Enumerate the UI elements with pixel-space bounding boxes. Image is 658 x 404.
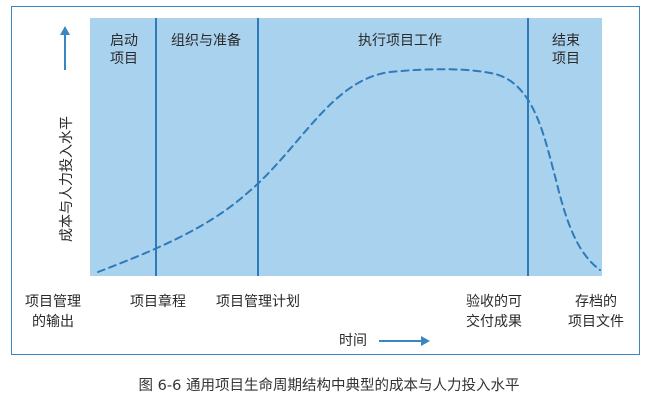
phase-divider-2 (257, 18, 259, 276)
x-axis-label: 时间 (339, 333, 367, 349)
figure-frame (11, 6, 640, 355)
y-axis-arrow-line (64, 30, 66, 70)
milestone-accepted-deliverables: 验收的可 交付成果 (466, 294, 522, 330)
milestone-pm-output: 项目管理 的输出 (25, 294, 81, 330)
phase-area (90, 18, 602, 276)
x-axis-arrow-line (379, 340, 423, 342)
phase-label-close: 结束 项目 (552, 33, 580, 67)
phase-label-execute: 执行项目工作 (358, 33, 442, 49)
figure-caption: 图 6-6 通用项目生命周期结构中典型的成本与人力投入水平 (138, 378, 520, 394)
phase-label-organize: 组织与准备 (171, 33, 241, 49)
effort-curve-path (97, 68, 601, 273)
milestone-archived-documents: 存档的 项目文件 (568, 294, 624, 330)
milestone-charter: 项目章程 (130, 294, 186, 310)
phase-divider-3 (527, 18, 529, 276)
phase-divider-1 (155, 18, 157, 276)
x-axis-arrow-icon (421, 336, 430, 346)
phase-label-start: 启动 项目 (110, 33, 138, 67)
milestone-pm-plan: 项目管理计划 (216, 294, 300, 310)
y-axis-label: 成本与人力投入水平 (59, 116, 75, 242)
